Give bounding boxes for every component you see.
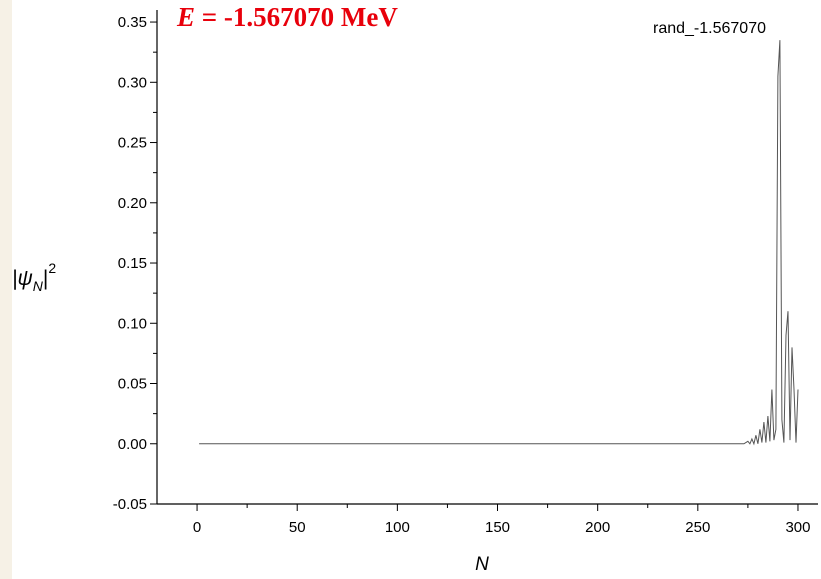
y-tick-label: 0.10 [118,315,147,332]
y-tick-labels: -0.05 0.00 0.05 0.10 0.15 0.20 0.25 0.30 0.35 [113,14,147,513]
x-axis-title: N [475,554,489,575]
x-tick-label: 200 [585,519,610,536]
y-tick-label: -0.05 [113,496,147,513]
x-tick-label: 300 [785,519,810,536]
y-tick-label: 0.20 [118,195,147,212]
x-tick-label: 250 [685,519,710,536]
y-tick-label: 0.30 [118,74,147,91]
y-axis-title: |ψN|2 [12,260,56,294]
y-tick-label: 0.35 [118,14,147,31]
y-tick-label: 0.15 [118,255,147,272]
y-tick-label: 0.25 [118,135,147,152]
series-line [199,40,799,446]
x-tick-label: 50 [289,519,306,536]
y-tick-label: 0.05 [118,376,147,393]
y-tick-label: 0.00 [118,436,147,453]
background-strip [0,0,12,579]
x-tick-label: 100 [385,519,410,536]
x-tick-labels: 0 50 100 150 200 250 300 [193,519,811,536]
plot-area [156,10,818,505]
x-tick-label: 150 [485,519,510,536]
x-tick-label: 0 [193,519,201,536]
legend-label: rand_-1.567070 [653,20,766,37]
axis-ticks [150,21,799,511]
energy-annotation: E = -1.567070 MeV [176,2,398,32]
